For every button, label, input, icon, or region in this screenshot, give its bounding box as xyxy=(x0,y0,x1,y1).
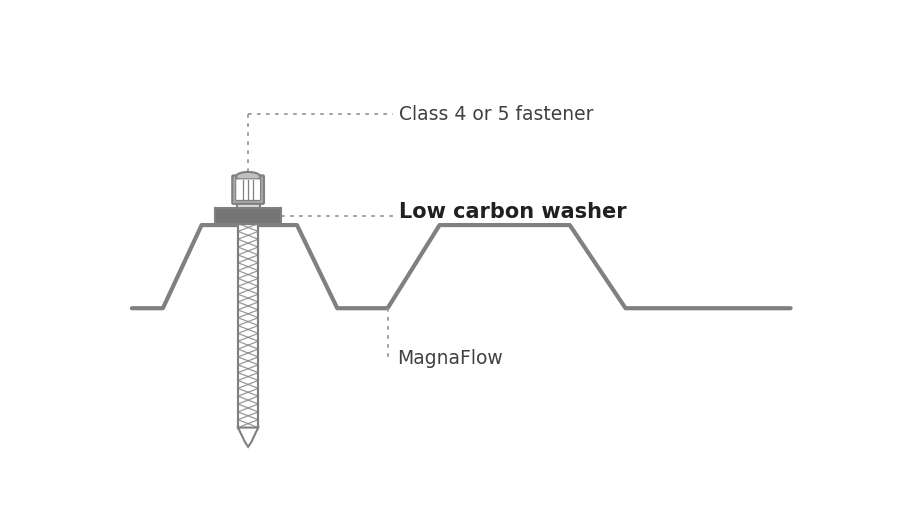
FancyBboxPatch shape xyxy=(232,175,264,204)
Text: Class 4 or 5 fastener: Class 4 or 5 fastener xyxy=(400,105,594,124)
Bar xyxy=(237,203,260,208)
Bar xyxy=(238,223,258,428)
Text: MagnaFlow: MagnaFlow xyxy=(397,349,503,368)
FancyBboxPatch shape xyxy=(236,179,260,201)
Text: Low carbon washer: Low carbon washer xyxy=(400,202,627,222)
Ellipse shape xyxy=(236,172,260,181)
Bar xyxy=(215,208,281,223)
Polygon shape xyxy=(238,428,258,447)
